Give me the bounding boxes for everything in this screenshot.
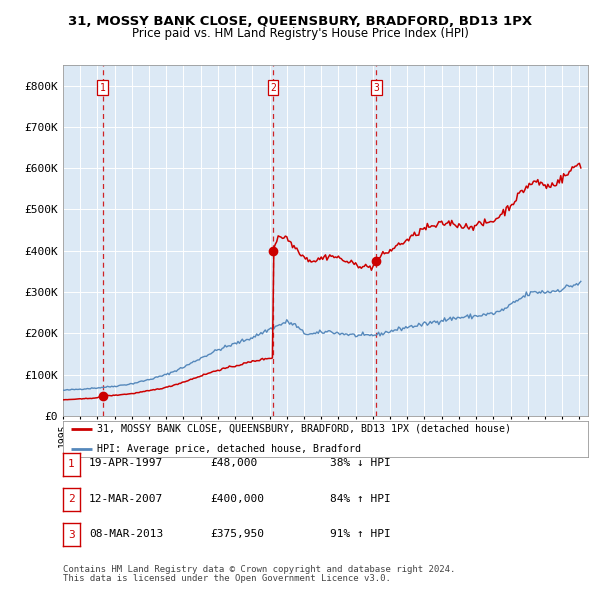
Text: 91% ↑ HPI: 91% ↑ HPI [330,529,391,539]
Text: Price paid vs. HM Land Registry's House Price Index (HPI): Price paid vs. HM Land Registry's House … [131,27,469,40]
Text: 12-MAR-2007: 12-MAR-2007 [89,494,163,503]
Text: 19-APR-1997: 19-APR-1997 [89,458,163,468]
Text: £400,000: £400,000 [210,494,264,503]
Text: This data is licensed under the Open Government Licence v3.0.: This data is licensed under the Open Gov… [63,574,391,583]
Text: £375,950: £375,950 [210,529,264,539]
Text: Contains HM Land Registry data © Crown copyright and database right 2024.: Contains HM Land Registry data © Crown c… [63,565,455,574]
Text: 1: 1 [68,459,75,469]
Text: 1: 1 [100,83,106,93]
Text: 31, MOSSY BANK CLOSE, QUEENSBURY, BRADFORD, BD13 1PX (detached house): 31, MOSSY BANK CLOSE, QUEENSBURY, BRADFO… [97,424,511,434]
Text: 31, MOSSY BANK CLOSE, QUEENSBURY, BRADFORD, BD13 1PX: 31, MOSSY BANK CLOSE, QUEENSBURY, BRADFO… [68,15,532,28]
Text: 3: 3 [68,530,75,540]
Text: HPI: Average price, detached house, Bradford: HPI: Average price, detached house, Brad… [97,444,361,454]
Text: 2: 2 [68,494,75,504]
Text: 2: 2 [270,83,276,93]
Text: 84% ↑ HPI: 84% ↑ HPI [330,494,391,503]
Text: 38% ↓ HPI: 38% ↓ HPI [330,458,391,468]
Text: £48,000: £48,000 [210,458,257,468]
Text: 08-MAR-2013: 08-MAR-2013 [89,529,163,539]
Text: 3: 3 [373,83,379,93]
